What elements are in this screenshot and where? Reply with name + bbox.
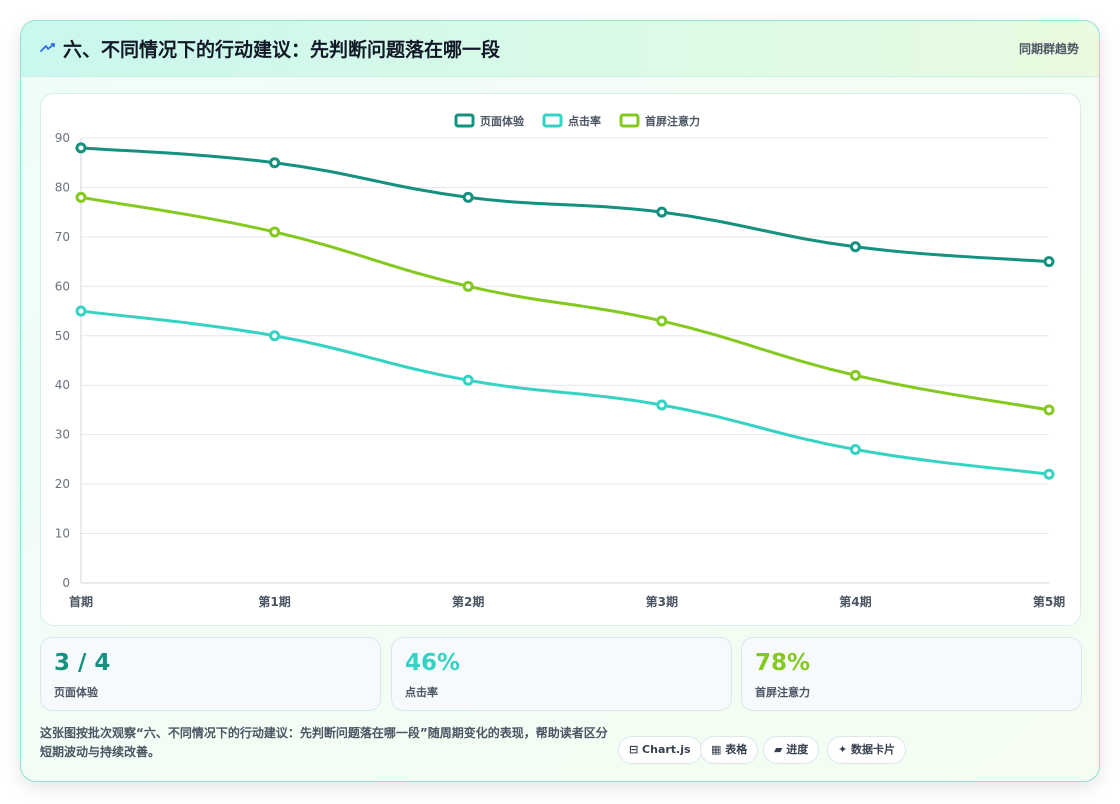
data-point	[269, 226, 281, 238]
stat-value: 46%	[405, 650, 461, 676]
chart-panel: 0 10 20 30 40 50 60 70 80 90 首期 第1期 第2期 第3期 第4期 第5期 页面体验…	[40, 93, 1081, 626]
y-tick-label: 30	[55, 428, 70, 442]
stat-label: 页面体验	[54, 686, 98, 699]
stat-card-attention: 78% 首屏注意力	[741, 637, 1082, 711]
series-line-0	[80, 146, 1050, 264]
tag-table[interactable]: ▦ 表格	[700, 736, 759, 764]
data-point	[269, 330, 281, 342]
legend-swatch	[619, 113, 640, 128]
legend-label: 首屏注意力	[645, 114, 700, 128]
data-point	[462, 374, 474, 386]
data-point	[75, 142, 87, 154]
stat-card-page-experience: 3 / 4 页面体验	[40, 637, 381, 711]
stat-label: 首屏注意力	[755, 686, 810, 699]
data-point	[849, 369, 861, 381]
stat-cards: 3 / 4 页面体验 46% 点击率 78% 首屏注意力	[40, 637, 1082, 711]
tag-data-cards[interactable]: ✦ 数据卡片	[827, 736, 907, 764]
data-point	[462, 280, 474, 292]
stat-value: 3 / 4	[54, 650, 111, 676]
data-point	[1043, 468, 1055, 480]
data-point	[656, 206, 668, 218]
legend-swatch	[542, 113, 563, 128]
tag-progress[interactable]: ▰ 进度	[763, 736, 820, 764]
chart-card: 六、不同情况下的行动建议：先判断问题落在哪一段 同期群趋势 0 10 20 30 40 5…	[20, 20, 1100, 782]
y-tick-label: 80	[55, 180, 70, 194]
y-tick-label: 10	[55, 527, 70, 541]
y-tick-label: 70	[55, 230, 70, 244]
y-tick-label: 0	[62, 576, 70, 590]
x-tick-label: 第2期	[452, 594, 484, 609]
stat-label: 点击率	[405, 686, 438, 699]
data-point	[1043, 404, 1055, 416]
data-point	[462, 191, 474, 203]
x-tick-label: 第4期	[839, 594, 871, 609]
data-point	[75, 305, 87, 317]
tag-chartjs[interactable]: ⊟ Chart.js	[618, 736, 702, 764]
series-line-1	[80, 309, 1050, 476]
header-subtitle: 同期群趋势	[1018, 42, 1079, 56]
y-tick-label: 90	[55, 131, 70, 145]
data-point	[269, 157, 281, 169]
y-tick-label: 20	[55, 477, 70, 491]
x-tick-label: 第5期	[1033, 594, 1065, 609]
data-point	[849, 444, 861, 455]
data-point	[849, 241, 861, 253]
card-header: 六、不同情况下的行动建议：先判断问题落在哪一段 同期群趋势	[21, 21, 1099, 77]
page-title: 六、不同情况下的行动建议：先判断问题落在哪一段	[63, 39, 501, 61]
legend-label: 页面体验	[480, 114, 525, 128]
x-tick-label: 首期	[69, 594, 93, 609]
data-point	[656, 315, 668, 327]
series-line-2	[80, 195, 1050, 412]
stat-value: 78%	[755, 650, 811, 676]
lightning-icon	[40, 43, 55, 52]
y-tick-label: 50	[55, 329, 70, 343]
data-point	[75, 191, 87, 203]
data-point	[656, 399, 668, 411]
y-tick-label: 60	[55, 279, 70, 293]
legend-label: 点击率	[568, 114, 601, 128]
stat-card-ctr: 46% 点击率	[391, 637, 732, 711]
chart-description: 这张图按批次观察“六、不同情况下的行动建议：先判断问题落在哪一段”随周期变化的表…	[40, 726, 608, 759]
line-chart: 0 10 20 30 40 50 60 70 80 90 首期 第1期 第2期 第3期 第4期 第5期 页面体验…	[55, 113, 1065, 609]
legend-swatch	[454, 113, 475, 128]
y-tick-label: 40	[55, 378, 70, 392]
x-tick-label: 第1期	[258, 594, 290, 609]
x-tick-label: 第3期	[646, 594, 678, 609]
data-point	[1043, 256, 1055, 268]
